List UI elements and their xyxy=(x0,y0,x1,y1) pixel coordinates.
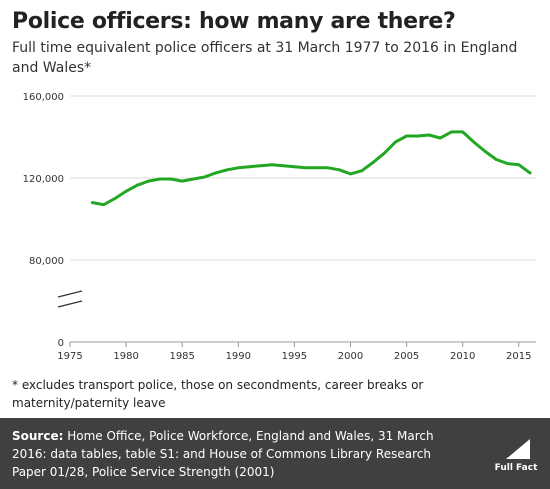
chart-subtitle: Full time equivalent police officers at … xyxy=(12,40,518,76)
x-tick-label: 1980 xyxy=(113,351,138,362)
y-tick-label: 80,000 xyxy=(29,256,64,267)
data-point xyxy=(483,149,487,153)
data-point xyxy=(315,166,319,170)
data-point xyxy=(337,168,341,172)
y-tick-label: 0 xyxy=(58,338,64,349)
x-tick-label: 1995 xyxy=(282,351,307,362)
x-tick-label: 2010 xyxy=(450,351,475,362)
x-tick-label: 1990 xyxy=(226,351,251,362)
data-point xyxy=(225,168,229,172)
data-point xyxy=(360,169,364,173)
data-point xyxy=(158,177,162,181)
chart-title: Police officers: how many are there? xyxy=(12,9,456,34)
data-point xyxy=(405,134,408,138)
source-bar: Source: Home Office, Police Workforce, E… xyxy=(0,418,550,489)
data-point xyxy=(528,171,532,175)
data-point xyxy=(192,177,195,181)
axis-break-marker xyxy=(57,290,83,308)
series-line-0 xyxy=(90,130,532,207)
data-point xyxy=(203,175,207,179)
data-point xyxy=(304,166,308,170)
data-point xyxy=(461,130,465,134)
data-point xyxy=(248,165,251,169)
axis-break-line xyxy=(57,290,83,298)
data-point xyxy=(349,172,352,176)
x-axis-ticks: 1975 1980 1985 1990 1995 2000 2005 2010 2015 xyxy=(57,342,532,362)
x-tick-label: 2015 xyxy=(506,351,531,362)
data-point xyxy=(270,163,274,167)
series-layer xyxy=(90,130,532,207)
x-tick-label: 2000 xyxy=(338,351,363,362)
data-point xyxy=(214,171,218,175)
data-point xyxy=(102,203,106,207)
data-point xyxy=(427,133,431,137)
data-point xyxy=(147,179,150,183)
data-point xyxy=(517,163,521,167)
data-point xyxy=(472,140,476,144)
source-label: Source: xyxy=(12,429,64,443)
data-point xyxy=(180,179,184,183)
data-point xyxy=(450,130,453,134)
data-point xyxy=(371,161,375,165)
data-point xyxy=(506,162,509,166)
y-axis-ticks: 0 80,000 120,000 160,000 xyxy=(23,92,64,349)
data-point xyxy=(416,134,420,138)
data-point xyxy=(326,166,330,170)
data-point xyxy=(259,164,263,168)
data-point xyxy=(236,166,240,170)
axis-break-line xyxy=(57,300,83,308)
y-tick-label: 160,000 xyxy=(23,92,64,103)
data-point xyxy=(281,164,285,168)
source-text: Home Office, Police Workforce, England a… xyxy=(12,429,434,479)
data-point xyxy=(382,152,386,155)
logo-mark xyxy=(506,439,530,459)
footnote: * excludes transport police, those on se… xyxy=(12,378,424,410)
full-fact-logo: Full Fact xyxy=(495,439,538,473)
x-tick-label: 1975 xyxy=(57,351,82,362)
gridlines xyxy=(70,95,536,343)
data-point xyxy=(135,183,139,187)
data-point xyxy=(113,197,117,200)
data-point xyxy=(393,140,397,144)
data-point xyxy=(124,189,128,193)
data-point xyxy=(91,201,94,204)
y-tick-label: 120,000 xyxy=(23,174,64,185)
data-point xyxy=(494,158,498,161)
x-tick-label: 1985 xyxy=(169,351,194,362)
logo-text: Full Fact xyxy=(495,463,538,473)
x-tick-label: 2005 xyxy=(394,351,419,362)
data-point xyxy=(438,136,442,140)
data-point xyxy=(169,177,173,181)
data-point xyxy=(292,165,296,169)
